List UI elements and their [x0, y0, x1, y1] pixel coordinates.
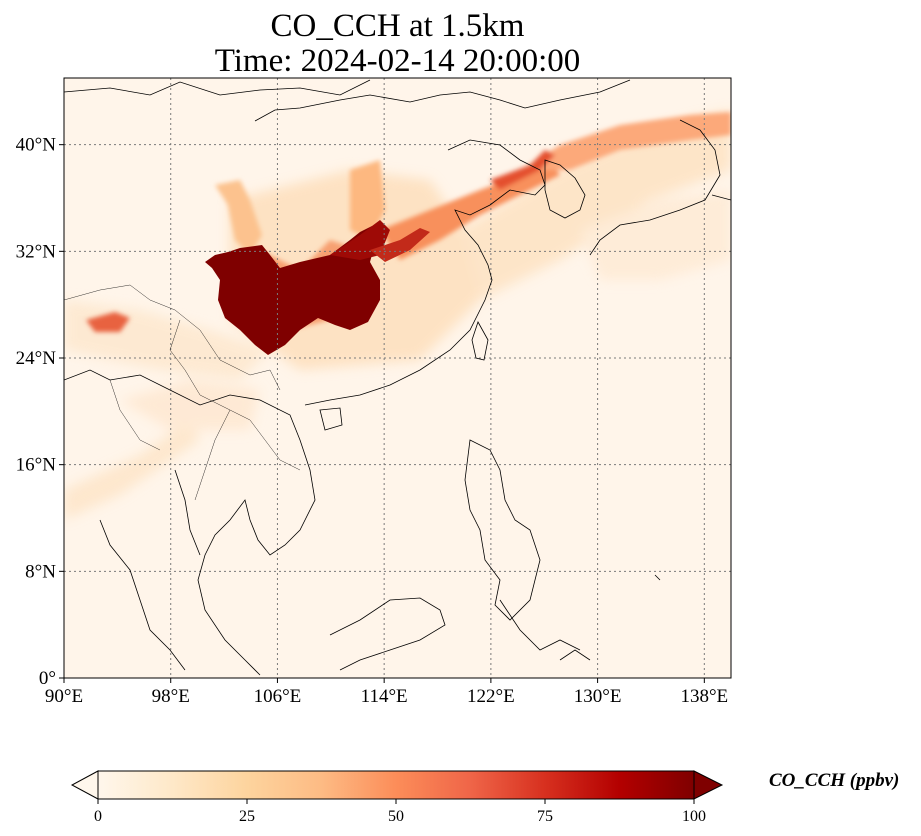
lon-tick-label: 90°E	[45, 686, 83, 707]
lat-tick-label: 16°N	[16, 455, 57, 476]
coastlines	[64, 79, 731, 676]
colorbar-tick-label: 0	[94, 808, 102, 825]
lat-tick-label: 24°N	[16, 348, 57, 369]
lat-tick-label: 0°	[39, 668, 56, 689]
lon-tick-label: 138°E	[680, 686, 728, 707]
lat-tick-label: 8°N	[25, 561, 56, 582]
colorbar-gradient	[98, 771, 694, 799]
colorbar-max-extend	[693, 770, 724, 800]
lon-tick-label: 106°E	[254, 686, 302, 707]
lon-tick-label: 98°E	[152, 686, 190, 707]
axis-ticks: 90°E 98°E 106°E 114°E 122°E 130°E 138°E 0° 8°N 16…	[16, 135, 729, 707]
colorbar: 0 25 50 75 100	[70, 770, 724, 825]
country-borders	[64, 284, 301, 501]
colorbar-tick-label: 50	[388, 808, 404, 825]
map-title: CO_CCH at 1.5km	[270, 8, 525, 44]
lon-tick-label: 114°E	[361, 686, 408, 707]
lat-tick-label: 32°N	[16, 241, 57, 262]
lon-tick-label: 122°E	[467, 686, 515, 707]
lat-tick-label: 40°N	[16, 135, 57, 156]
colorbar-tick-label: 25	[239, 808, 255, 825]
map-frame	[63, 77, 732, 679]
colorbar-tick-label: 75	[537, 808, 553, 825]
concentration-field	[64, 78, 731, 678]
colorbar-label: CO_CCH (ppbv)	[769, 770, 900, 791]
map-time-subtitle: Time: 2024-02-14 20:00:00	[214, 43, 581, 79]
colorbar-tick-label: 100	[682, 808, 706, 825]
lon-tick-label: 130°E	[574, 686, 622, 707]
colorbar-min-extend	[70, 770, 99, 800]
gridlines	[64, 78, 731, 678]
